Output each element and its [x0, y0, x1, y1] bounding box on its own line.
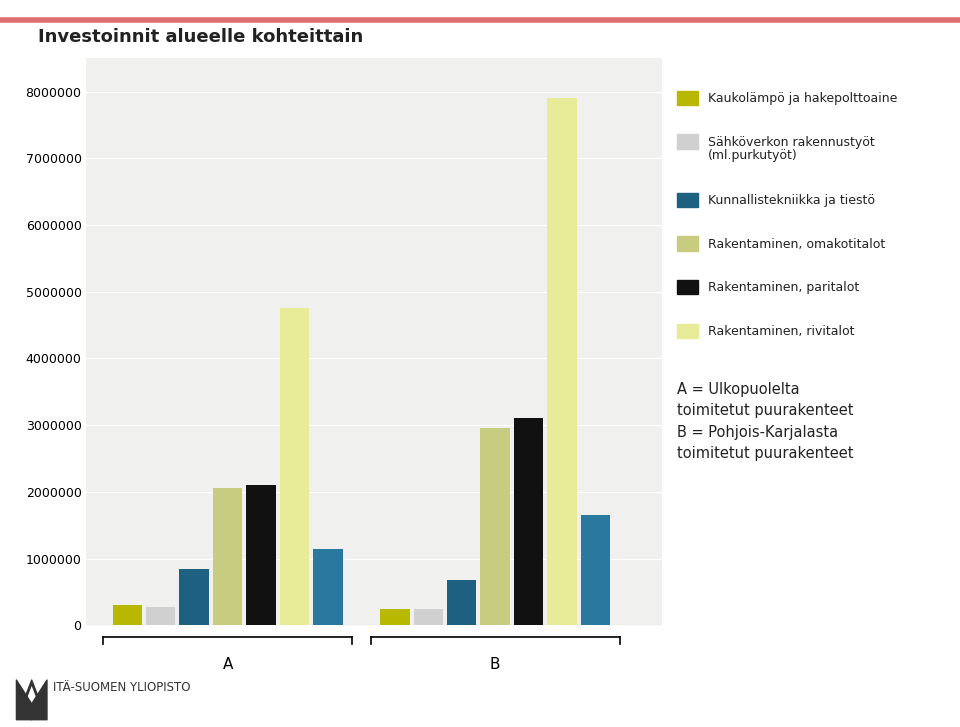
Text: B: B: [490, 657, 500, 672]
Text: Investoinnit alueelle kohteittain: Investoinnit alueelle kohteittain: [38, 28, 364, 46]
Text: Sähköverkon rakennustyöt: Sähköverkon rakennustyöt: [708, 136, 875, 149]
Bar: [380, 608, 410, 625]
Text: A: A: [223, 657, 233, 672]
Bar: [112, 605, 142, 625]
Text: Rakentaminen, rivitalot: Rakentaminen, rivitalot: [708, 325, 854, 338]
Text: Kaukolämpö ja hakepolttoaine: Kaukolämpö ja hakepolttoaine: [708, 92, 897, 105]
Bar: [447, 580, 476, 625]
Text: Rakentaminen, paritalot: Rakentaminen, paritalot: [708, 281, 859, 294]
Text: Rakentaminen, omakotitalot: Rakentaminen, omakotitalot: [708, 238, 885, 251]
Bar: [247, 485, 276, 625]
Bar: [279, 308, 309, 625]
Bar: [514, 419, 543, 625]
Bar: [547, 98, 577, 625]
Text: ITÄ-SUOMEN YLIOPISTO: ITÄ-SUOMEN YLIOPISTO: [53, 680, 190, 694]
Bar: [313, 548, 343, 625]
Text: Kunnallistekniikka ja tiestö: Kunnallistekniikka ja tiestö: [708, 194, 875, 207]
Bar: [213, 489, 242, 625]
Text: A = Ulkopuolelta
toimitetut puurakenteet
B = Pohjois-Karjalasta
toimitetut puura: A = Ulkopuolelta toimitetut puurakenteet…: [677, 382, 853, 462]
Bar: [581, 515, 611, 625]
Text: (ml.purkutyöt): (ml.purkutyöt): [708, 149, 797, 162]
Bar: [480, 428, 510, 625]
Bar: [146, 606, 176, 625]
Bar: [414, 609, 443, 625]
Bar: [180, 569, 209, 625]
